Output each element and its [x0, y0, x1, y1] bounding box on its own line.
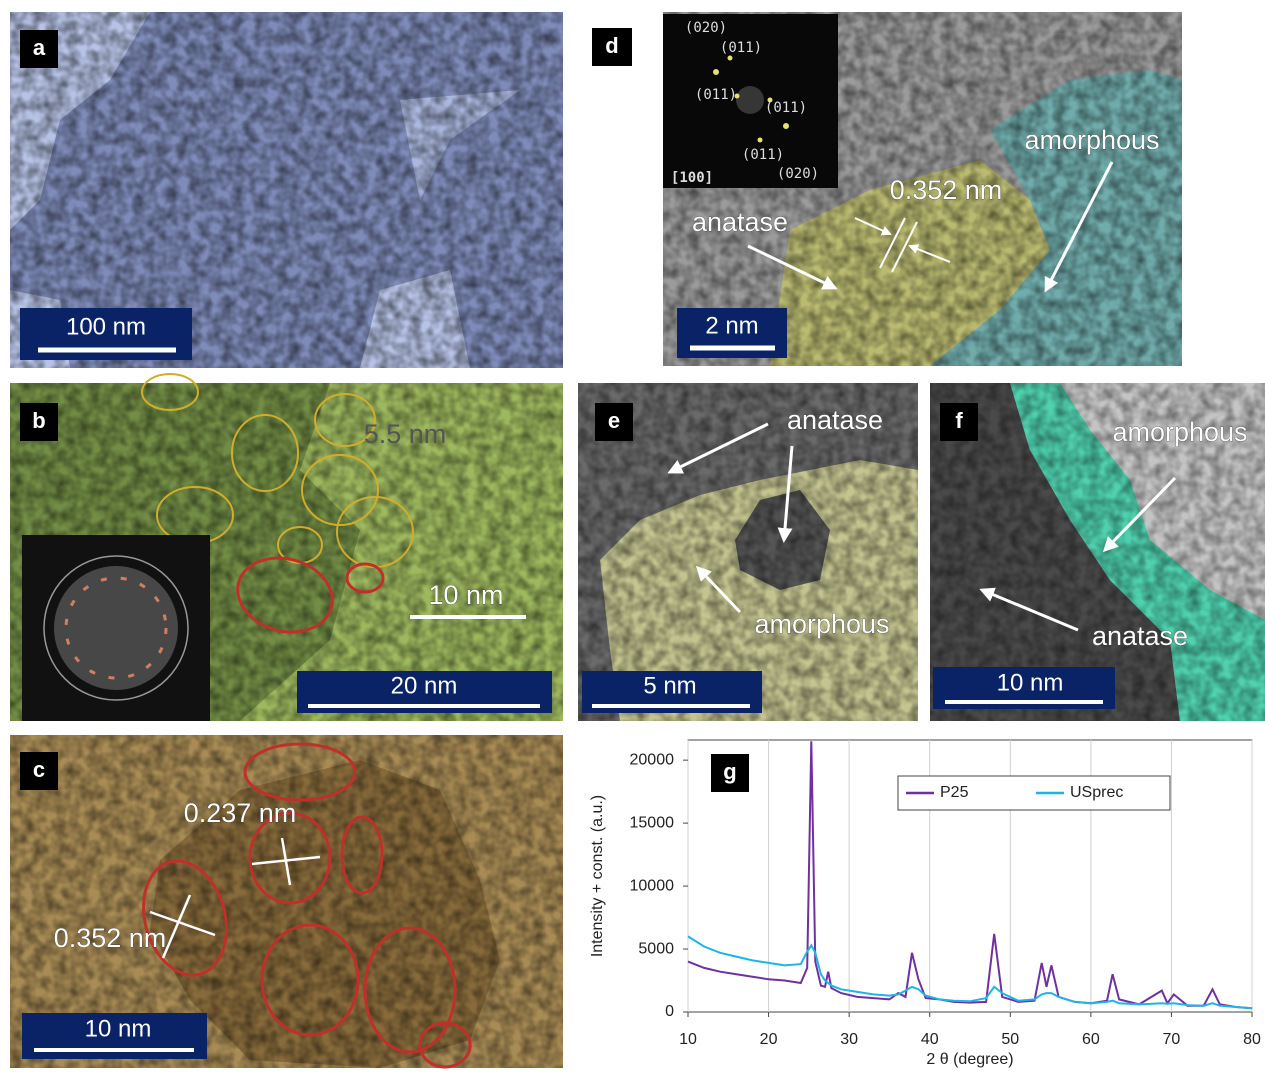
x-tick-label: 30: [840, 1031, 858, 1048]
xrd-chart: 2 θ (degree) Intensity + const. (a.u.) 1…: [589, 740, 1261, 1068]
x-tick-label: 70: [1163, 1031, 1181, 1048]
scale-bar-label: 10 nm: [85, 1015, 152, 1042]
annotation: anatase: [787, 405, 883, 435]
annotation: anatase: [1092, 621, 1188, 651]
panel-label: d: [605, 33, 618, 58]
x-tick-label: 10: [679, 1031, 697, 1048]
panel-label: e: [608, 408, 620, 433]
panel-label: c: [33, 757, 45, 782]
x-tick-label: 80: [1243, 1031, 1261, 1048]
panel-d: (020) (011) (011) (011) (011) (020) [100…: [592, 12, 1182, 366]
x-tick-label: 50: [1001, 1031, 1019, 1048]
inset-label: (011): [765, 100, 807, 116]
panel-f: amorphous anatase f 10 nm: [930, 383, 1265, 721]
annotation: amorphous: [1024, 125, 1159, 155]
panel-e: anatase amorphous e 5 nm: [578, 383, 918, 721]
scale-bar-label: 2 nm: [705, 312, 758, 339]
annotation: amorphous: [1112, 417, 1247, 447]
inset-label: (011): [695, 87, 737, 103]
annotation: amorphous: [754, 609, 889, 639]
legend-box: [898, 776, 1170, 810]
y-tick-label: 10000: [630, 877, 675, 894]
x-tick-label: 40: [921, 1031, 939, 1048]
y-axis-title: Intensity + const. (a.u.): [589, 795, 606, 957]
fft-halo: [54, 566, 178, 690]
inset-label: [100]: [671, 170, 713, 186]
scale-bar-label: 100 nm: [66, 313, 146, 340]
annotation: 0.352 nm: [890, 175, 1003, 205]
panel-b: 5.5 nm 10 nm b 20 nm: [10, 374, 563, 721]
scale-bar-label: 20 nm: [391, 672, 458, 699]
panel-label: g: [723, 759, 736, 784]
y-tick-label: 15000: [630, 814, 675, 831]
x-tick-label: 60: [1082, 1031, 1100, 1048]
inset-label: (011): [742, 147, 784, 163]
panel-a: a 100 nm: [10, 12, 563, 368]
legend-label: USprec: [1070, 784, 1123, 801]
inset-label: (020): [777, 166, 819, 182]
annotation: 0.352 nm: [54, 923, 167, 953]
y-tick-label: 5000: [638, 940, 674, 957]
inset-label: (020): [685, 20, 727, 36]
annotation: 0.237 nm: [184, 798, 297, 828]
annotation: 10 nm: [428, 580, 503, 610]
x-axis-title: 2 θ (degree): [926, 1051, 1013, 1068]
y-tick-label: 0: [665, 1003, 674, 1020]
panel-label: a: [33, 35, 46, 60]
figure: a 100 nm (020) (011) (011) (011) (011) (…: [0, 0, 1265, 1074]
fft-center: [736, 86, 764, 114]
annotation: anatase: [692, 207, 788, 237]
y-tick-label: 20000: [630, 751, 675, 768]
scale-bar-label: 10 nm: [997, 669, 1064, 696]
scale-bar-label: 5 nm: [643, 672, 696, 699]
x-tick-label: 20: [760, 1031, 778, 1048]
legend-label: P25: [940, 784, 969, 801]
annotation: 5.5 nm: [364, 419, 447, 449]
inset-label: (011): [720, 40, 762, 56]
panel-label: b: [32, 408, 45, 433]
panel-c: 0.237 nm 0.352 nm c 10 nm: [10, 735, 563, 1068]
panel-label: f: [955, 408, 963, 433]
